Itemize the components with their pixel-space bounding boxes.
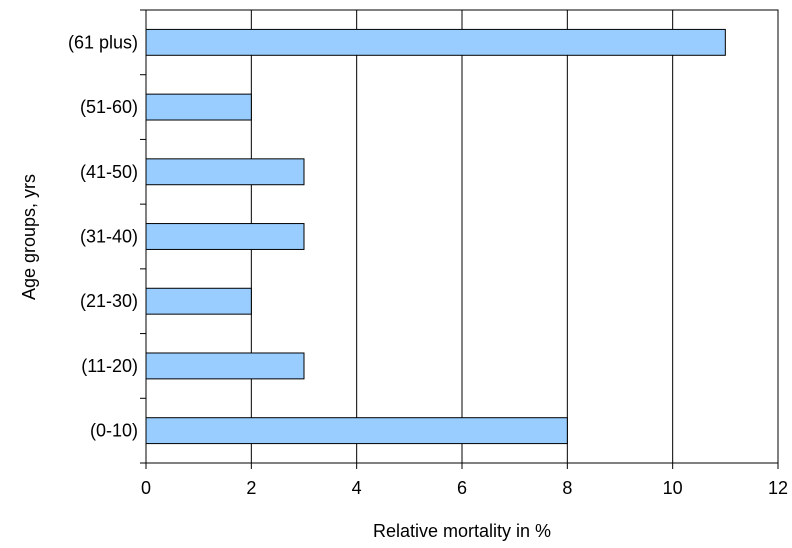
x-tick-label: 12: [768, 478, 788, 498]
bar: [145, 28, 726, 56]
y-tick-label: (0-10): [90, 421, 138, 441]
x-tick-label: 4: [352, 478, 362, 498]
bar: [145, 223, 305, 250]
x-tick-label: 8: [562, 478, 572, 498]
x-tick-label: 2: [246, 478, 256, 498]
x-tick-labels: 0 2 4 6 8 10 12: [141, 478, 788, 498]
y-tick-label: (31-40): [80, 227, 138, 247]
bar: [145, 287, 252, 315]
gridlines: [250, 10, 674, 463]
bar: [145, 352, 305, 380]
bar: [145, 158, 305, 186]
bars: [145, 28, 726, 445]
bar: [145, 417, 568, 445]
x-axis-title: Relative mortality in %: [373, 521, 551, 541]
x-tick-label: 6: [457, 478, 467, 498]
bar: [145, 93, 252, 121]
y-tick-label: (41-50): [80, 162, 138, 182]
y-tick-label: (11-20): [81, 356, 138, 376]
y-tick-labels: (0-10) (11-20) (21-30) (31-40) (41-50) (51-60…: [68, 32, 138, 440]
x-tick-label: 10: [663, 478, 683, 498]
axes: [140, 9, 779, 469]
y-tick-label: (21-30): [80, 291, 138, 311]
y-tick-label: (61 plus): [68, 32, 138, 52]
y-axis-title: Age groups, yrs: [19, 174, 39, 300]
y-tick-label: (51-60): [80, 97, 138, 117]
x-tick-label: 0: [141, 478, 151, 498]
